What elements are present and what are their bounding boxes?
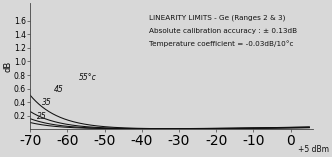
Text: +5 dBm: +5 dBm [297,145,329,154]
Text: Temperature coefficient = -0.03dB/10°c: Temperature coefficient = -0.03dB/10°c [149,41,294,47]
Text: 25: 25 [37,112,46,121]
Y-axis label: dB: dB [3,61,13,72]
Text: LINEARITY LIMITS - Ge (Ranges 2 & 3): LINEARITY LIMITS - Ge (Ranges 2 & 3) [149,14,286,21]
Text: 55°c: 55°c [79,73,96,82]
Text: 35: 35 [42,98,52,107]
Text: Absolute calibration accuracy : ± 0.13dB: Absolute calibration accuracy : ± 0.13dB [149,28,297,34]
Text: 45: 45 [54,85,64,94]
